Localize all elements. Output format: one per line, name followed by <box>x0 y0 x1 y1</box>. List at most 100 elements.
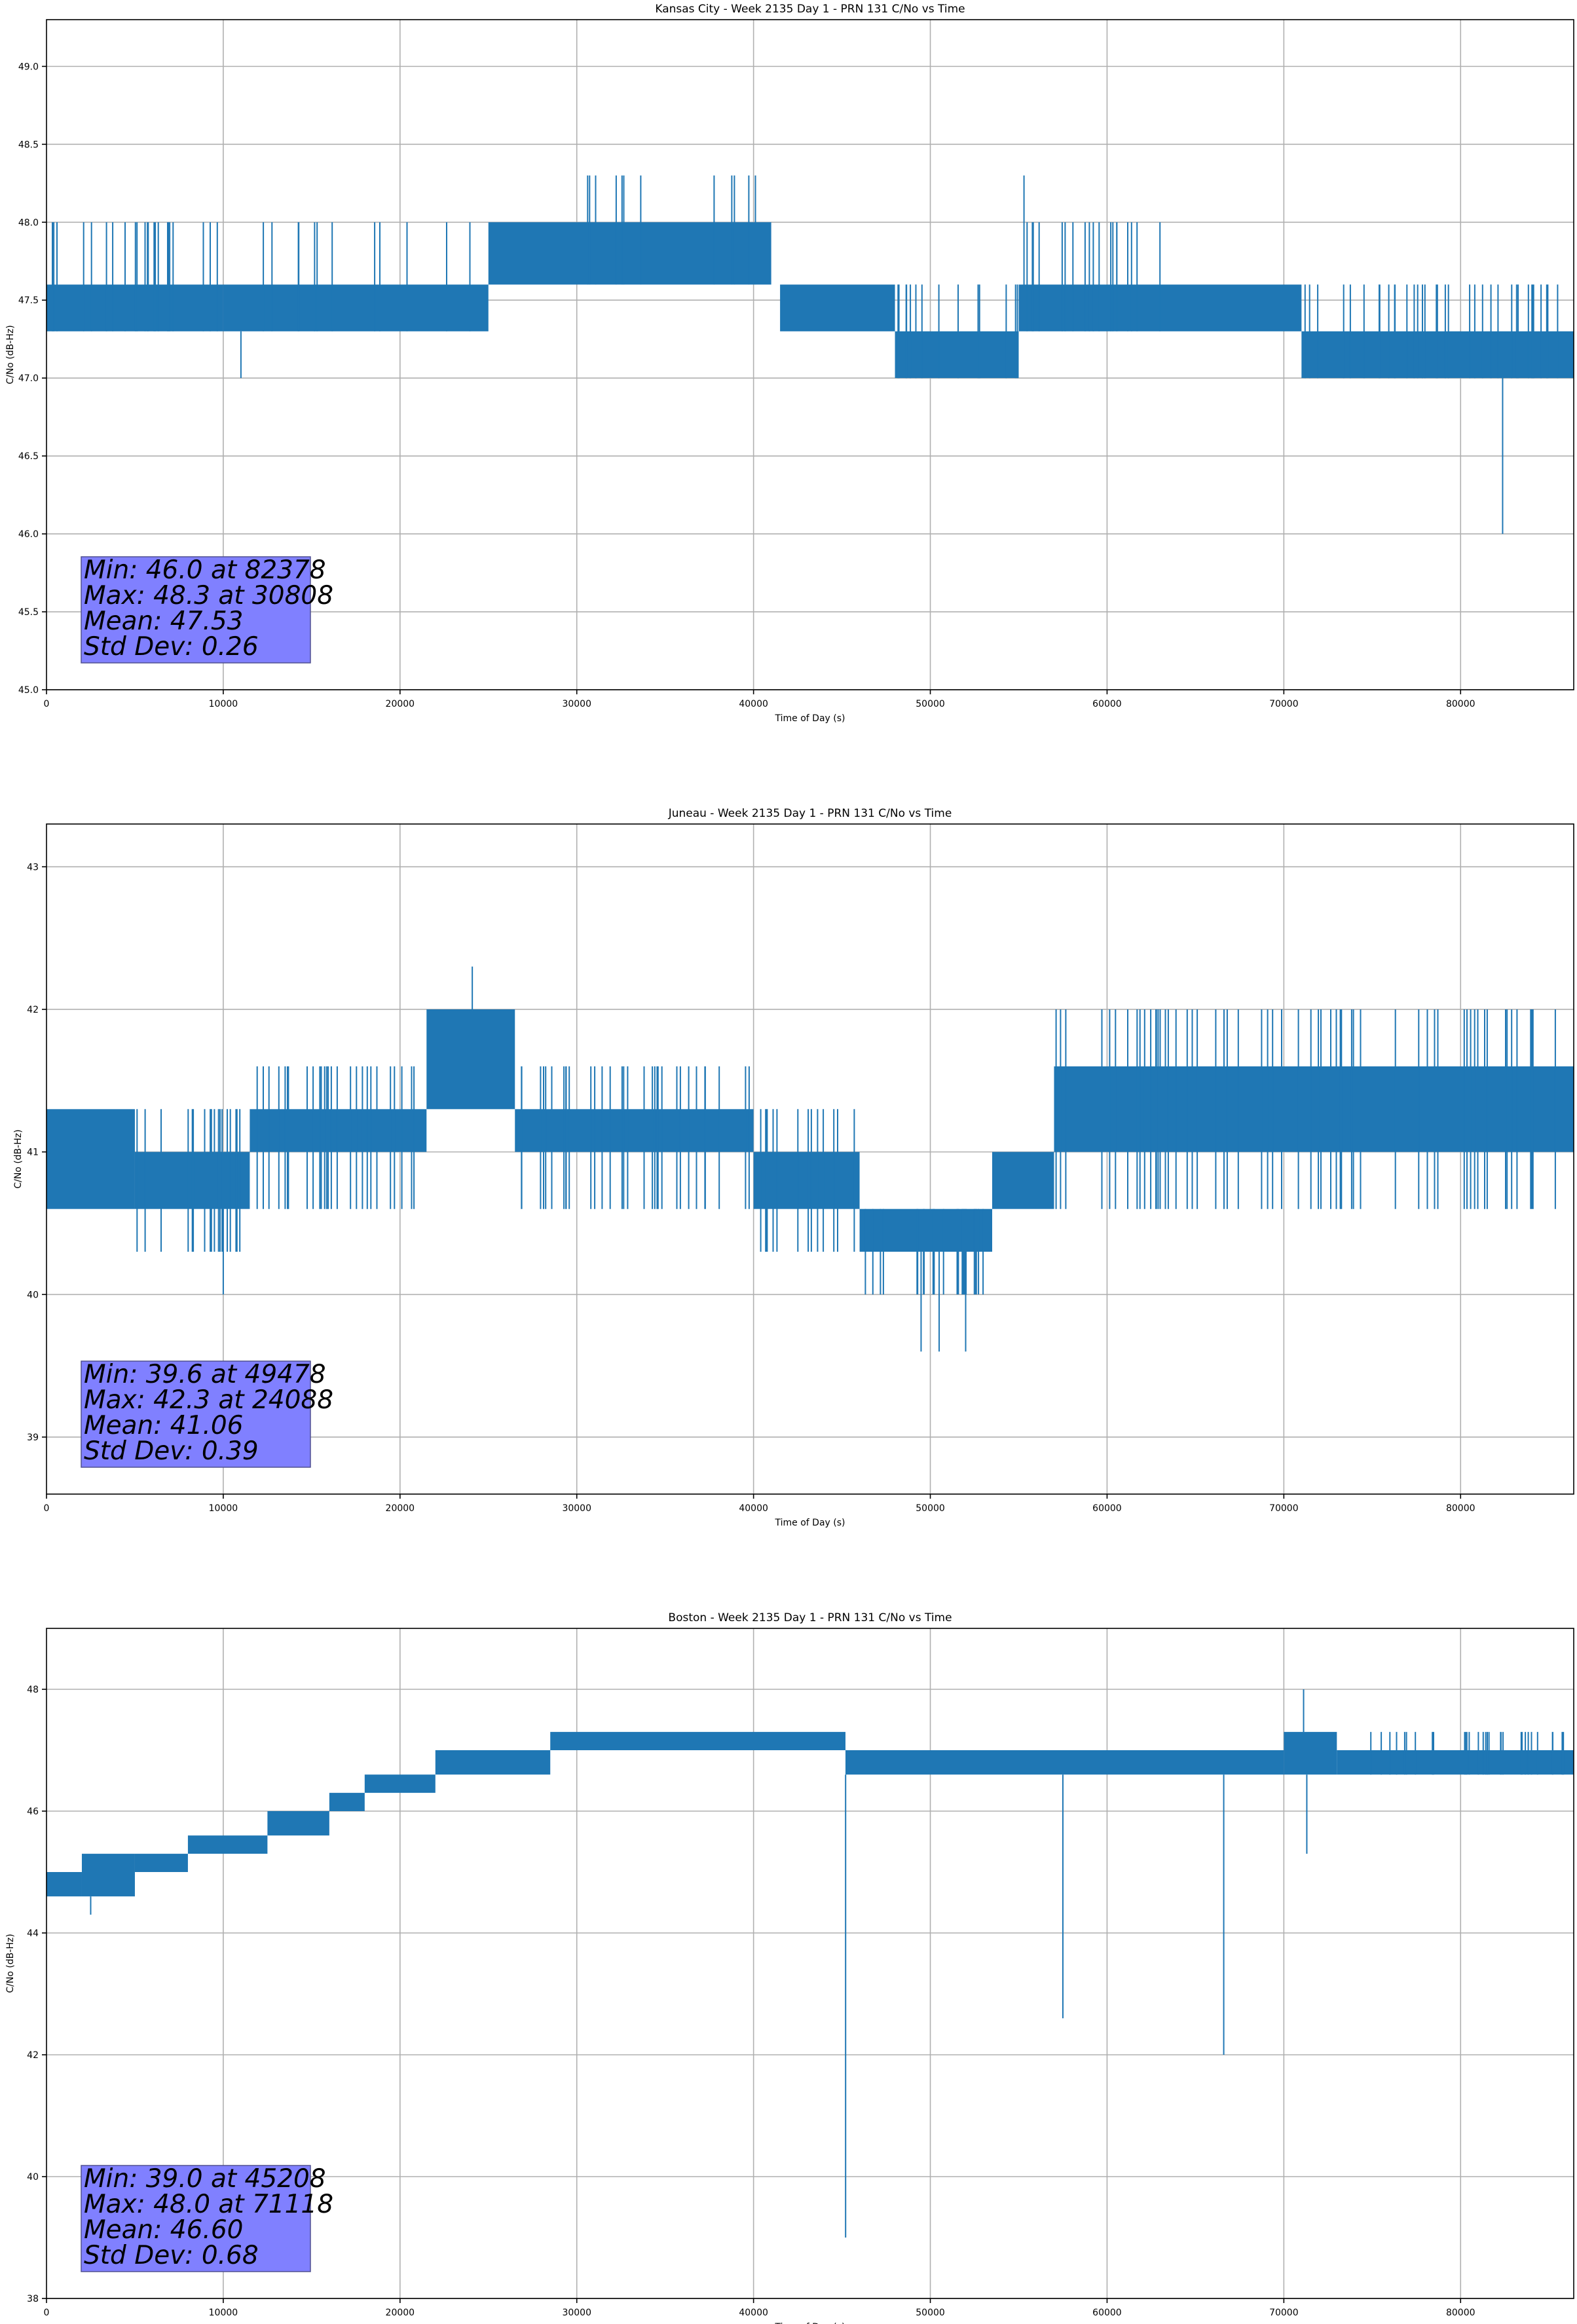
chart-panel-2: 0 10000 20000 30000 40000 50000 60000 70000 8000… <box>13 807 1574 1528</box>
stats-line: Std Dev: 0.68 <box>84 2241 259 2270</box>
axes-frame <box>46 19 1574 690</box>
series-fluctuation <box>521 1066 750 1209</box>
y-tick-label: 47.5 <box>18 295 39 306</box>
series-band <box>515 1109 754 1152</box>
y-tick-label: 46.0 <box>18 529 39 540</box>
series-band <box>753 1152 860 1209</box>
x-tick-label: 40000 <box>739 699 768 709</box>
series-fluctuation <box>263 222 471 331</box>
data-series <box>46 966 1574 1352</box>
series-band <box>250 1109 427 1152</box>
x-axis-label: Time of Day (s) <box>775 2322 845 2324</box>
series-fluctuation <box>256 1066 415 1209</box>
y-tick-label: 43 <box>27 862 39 872</box>
series-fluctuation <box>1304 284 1559 379</box>
chart-title: Kansas City - Week 2135 Day 1 - PRN 131 … <box>655 3 965 16</box>
stats-line: Mean: 46.60 <box>84 2215 243 2245</box>
data-series <box>46 1689 1574 2238</box>
x-tick-label: 40000 <box>739 1503 768 1514</box>
stats-line: Min: 39.0 at 45208 <box>84 2164 326 2194</box>
series-band <box>1284 1732 1337 1775</box>
series-band <box>267 1811 329 1836</box>
series-band <box>1337 1750 1574 1775</box>
y-tick-label: 48 <box>27 1685 39 1695</box>
x-tick-label: 10000 <box>209 699 238 709</box>
series-band <box>364 1774 436 1793</box>
x-tick-label: 20000 <box>386 2308 415 2318</box>
y-tick-label: 48.0 <box>18 217 39 228</box>
chart-title: Boston - Week 2135 Day 1 - PRN 131 C/No … <box>668 1611 952 1624</box>
x-axis-label: Time of Day (s) <box>775 713 845 724</box>
series-band <box>134 1854 188 1872</box>
x-tick-label: 0 <box>44 2308 50 2318</box>
x-tick-label: 50000 <box>916 2308 945 2318</box>
chart-panel-1: 0 10000 20000 30000 40000 50000 60000 70000 8000… <box>5 3 1574 724</box>
series-band <box>550 1732 845 1750</box>
y-tick-label: 38 <box>27 2294 39 2304</box>
series-band <box>488 222 771 285</box>
x-tick-label: 50000 <box>916 699 945 709</box>
stats-line: Max: 42.3 at 24088 <box>84 1385 333 1415</box>
y-tick-label: 45.5 <box>18 607 39 618</box>
data-series <box>46 175 1574 534</box>
x-tick-label: 40000 <box>739 2308 768 2318</box>
y-tick-label: 47.0 <box>18 373 39 384</box>
series-fluctuation <box>1370 1732 1565 1775</box>
y-tick-label: 44 <box>27 1928 39 1939</box>
x-tick-label: 30000 <box>562 2308 591 2318</box>
series-band <box>895 331 1019 379</box>
y-axis-label: C/No (dB-Hz) <box>5 325 16 384</box>
stats-box <box>81 1360 311 1468</box>
x-tick-label: 80000 <box>1446 2308 1475 2318</box>
x-tick-label: 0 <box>44 699 50 709</box>
x-tick-label: 0 <box>44 1503 50 1514</box>
y-tick-label: 42 <box>27 2050 39 2061</box>
series-band <box>1054 1066 1574 1152</box>
y-axis-label: C/No (dB-Hz) <box>5 1934 16 1993</box>
stats-line: Min: 39.6 at 49478 <box>84 1360 326 1389</box>
y-tick-label: 41 <box>27 1148 39 1158</box>
axes-frame <box>46 1628 1574 2299</box>
y-tick-label: 49.0 <box>18 62 39 72</box>
stats-line: Max: 48.3 at 30808 <box>84 581 333 610</box>
series-band <box>46 1872 82 1897</box>
stats-line: Std Dev: 0.26 <box>84 632 259 662</box>
x-tick-label: 20000 <box>386 699 415 709</box>
x-tick-label: 60000 <box>1092 1503 1122 1514</box>
series-band <box>992 1152 1054 1209</box>
x-tick-label: 10000 <box>209 1503 238 1514</box>
y-tick-label: 46 <box>27 1807 39 1817</box>
x-tick-label: 50000 <box>916 1503 945 1514</box>
series-fluctuation <box>760 1109 855 1252</box>
series-band <box>187 1835 268 1854</box>
series-band <box>859 1209 993 1252</box>
series-fluctuation <box>136 1109 241 1252</box>
x-tick-label: 30000 <box>562 1503 591 1514</box>
stats-box <box>81 556 311 664</box>
series-band <box>845 1750 1284 1775</box>
stats-box <box>81 2165 311 2272</box>
stats-line: Max: 48.0 at 71118 <box>84 2190 333 2219</box>
x-tick-label: 70000 <box>1269 2308 1299 2318</box>
stats-line: Mean: 47.53 <box>84 607 243 636</box>
x-tick-label: 70000 <box>1269 699 1299 709</box>
x-tick-label: 80000 <box>1446 699 1475 709</box>
y-tick-label: 39 <box>27 1433 39 1443</box>
stats-line: Min: 46.0 at 82378 <box>84 555 326 585</box>
y-tick-label: 40 <box>27 1290 39 1300</box>
y-tick-label: 42 <box>27 1005 39 1015</box>
chart-panel-3: 0 10000 20000 30000 40000 50000 60000 70000 8000… <box>5 1611 1574 2324</box>
y-tick-label: 45.0 <box>18 685 39 696</box>
series-band <box>780 284 895 331</box>
series-fluctuation <box>897 284 1018 379</box>
stats-line: Mean: 41.06 <box>84 1411 243 1440</box>
y-tick-label: 40 <box>27 2172 39 2183</box>
chart-title: Juneau - Week 2135 Day 1 - PRN 131 C/No … <box>668 807 952 820</box>
series-band <box>329 1793 365 1811</box>
y-tick-label: 48.5 <box>18 140 39 150</box>
series-band <box>426 1009 515 1110</box>
series-fluctuation <box>1026 222 1161 331</box>
series-band <box>1160 284 1302 331</box>
axes-frame <box>46 823 1574 1495</box>
